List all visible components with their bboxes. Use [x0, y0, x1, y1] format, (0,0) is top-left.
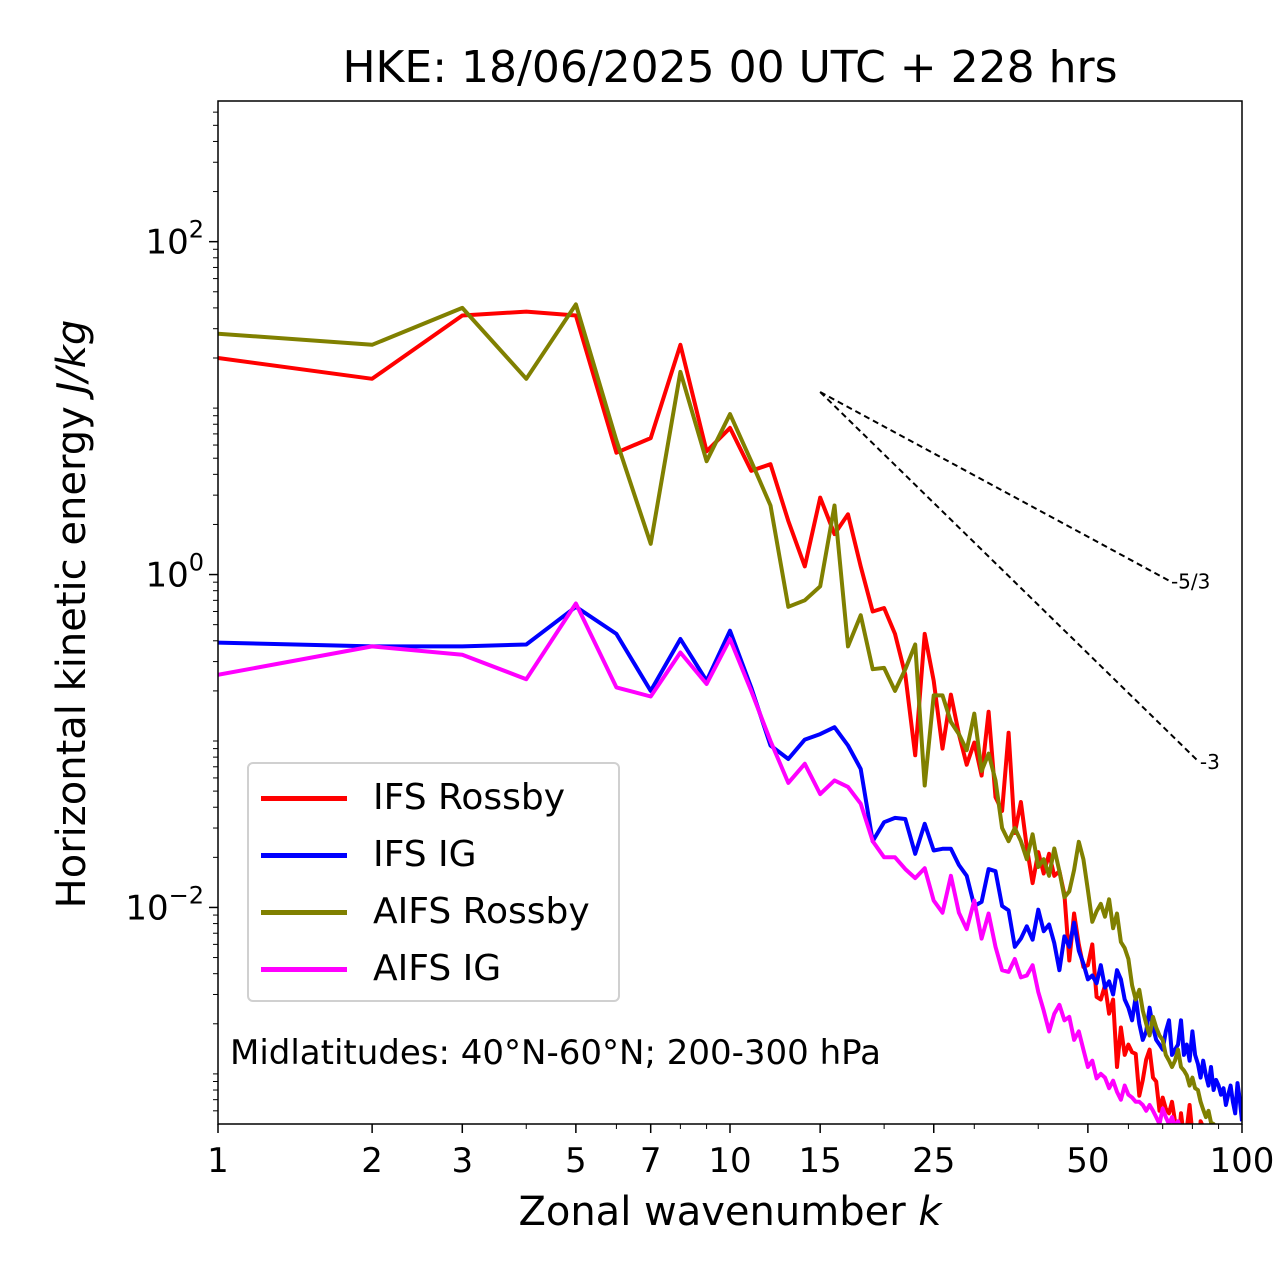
- legend-item-aifs-ig: AIFS IG: [261, 949, 501, 989]
- legend-swatch: [261, 852, 347, 858]
- reference-slope-labels: -5/3 -3: [1171, 570, 1220, 774]
- y-axis-label: Horizontal kinetic energy J/kg: [48, 320, 96, 909]
- legend: IFS Rossby IFS IG AIFS Rossby AIFS IG: [247, 762, 620, 1002]
- x-tick-label: 50: [1066, 1141, 1109, 1181]
- x-tick-label: 25: [912, 1141, 955, 1181]
- legend-swatch: [261, 909, 347, 915]
- x-axis-label-variable: k: [918, 1189, 942, 1235]
- x-tick-label: 2: [361, 1141, 383, 1181]
- legend-label: IFS IG: [373, 834, 477, 875]
- x-tick-label: 5: [565, 1141, 587, 1181]
- x-tick-label: 100: [1210, 1141, 1275, 1181]
- series-line: [218, 604, 1242, 1122]
- x-axis-label: Zonal wavenumber k: [218, 1188, 1242, 1236]
- y-tick-label: 10−2: [125, 881, 204, 928]
- legend-swatch: [261, 966, 347, 972]
- y-tick-label: 102: [145, 216, 204, 263]
- region-annotation: Midlatitudes: 40°N-60°N; 200-300 hPa: [230, 1033, 881, 1073]
- x-tick-label: 7: [640, 1141, 662, 1181]
- legend-label: AIFS Rossby: [373, 891, 590, 932]
- chart-title: HKE: 18/06/2025 00 UTC + 228 hrs: [342, 42, 1118, 93]
- plot-frame: [217, 100, 1243, 1125]
- x-axis-label-text: Zonal wavenumber: [518, 1189, 906, 1235]
- legend-item-ifs-ig: IFS IG: [261, 835, 477, 875]
- legend-label: IFS Rossby: [373, 777, 566, 818]
- reference-slope-lines: [819, 391, 1199, 762]
- x-tick-label: 3: [451, 1141, 473, 1181]
- legend-item-aifs-rossby: AIFS Rossby: [261, 892, 590, 932]
- reference-line-label: -5/3: [1171, 570, 1210, 594]
- series-lines: [218, 302, 1242, 1124]
- reference-line: [819, 391, 1199, 762]
- series-line: [218, 302, 1216, 1124]
- x-tick-label: 10: [708, 1141, 751, 1181]
- legend-item-ifs-rossby: IFS Rossby: [261, 778, 565, 818]
- y-axis-label-text: Horizontal kinetic energy: [49, 406, 95, 909]
- axis-ticks: 1 2 3 5 7 10 15 25 50 100 10−2 100 102: [125, 111, 1275, 1181]
- x-tick-label: 1: [207, 1141, 229, 1181]
- reference-line: [819, 391, 1170, 582]
- series-line: [218, 601, 1181, 1124]
- reference-line-label: -3: [1200, 750, 1220, 774]
- legend-swatch: [261, 795, 347, 801]
- y-tick-label: 100: [145, 549, 204, 596]
- y-axis-label-unit: J/kg: [49, 319, 95, 394]
- legend-label: AIFS IG: [373, 948, 502, 989]
- x-tick-label: 15: [799, 1141, 842, 1181]
- series-line: [218, 309, 1205, 1124]
